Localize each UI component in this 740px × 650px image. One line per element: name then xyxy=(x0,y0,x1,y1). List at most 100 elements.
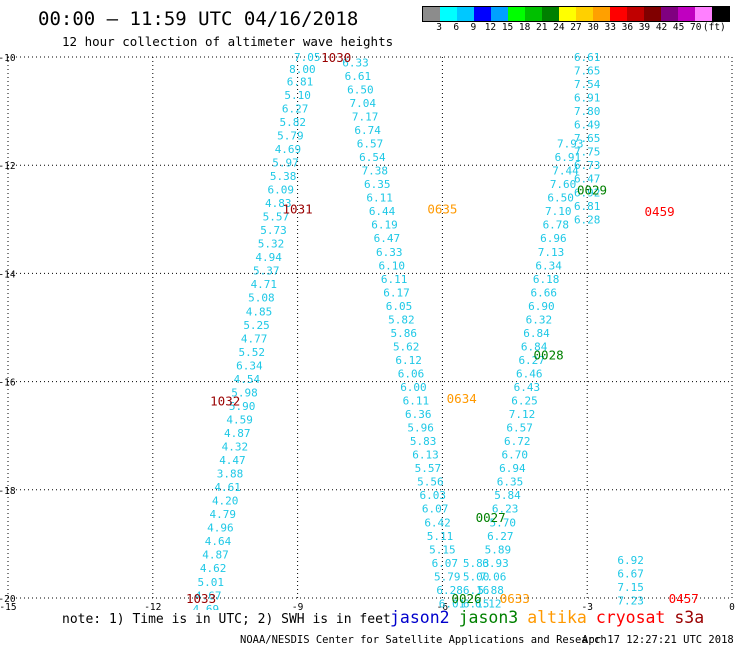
wave-height-value: 6.00 xyxy=(400,381,427,394)
pass-time-marker: 0459 xyxy=(645,204,675,219)
wave-height-value: 6.61 xyxy=(574,51,601,64)
colorbar-swatch xyxy=(576,7,593,21)
wave-height-value: 6.12 xyxy=(475,597,502,610)
legend-item-jason2: jason2 xyxy=(390,608,450,627)
wave-height-value: 4.87 xyxy=(224,427,251,440)
wave-height-value: 6.11 xyxy=(381,273,408,286)
y-tick-label: -16 xyxy=(0,378,16,389)
wave-height-value: 6.43 xyxy=(514,381,541,394)
wave-height-value: 5.08 xyxy=(248,292,275,305)
wave-height-value: 6.81 xyxy=(574,200,601,213)
wave-height-value: 6.42 xyxy=(424,516,451,529)
wave-height-value: 4.67 xyxy=(195,589,222,602)
wave-height-value: 6.92 xyxy=(574,186,601,199)
y-tick-label: -14 xyxy=(0,269,16,280)
wave-height-value: 6.91 xyxy=(574,92,601,105)
wave-height-value: 4.83 xyxy=(265,197,292,210)
wave-height-value: 5.32 xyxy=(258,238,285,251)
wave-height-value: 7.93 xyxy=(557,138,584,151)
wave-height-value: 5.84 xyxy=(494,489,521,502)
colorbar-tick: 45 xyxy=(672,22,685,33)
pass-time-marker: 0457 xyxy=(669,591,699,606)
wave-height-value: 6.47 xyxy=(574,173,601,186)
colorbar-tick: 15 xyxy=(501,22,514,33)
y-tick-label: -12 xyxy=(0,161,16,172)
y-tick-label: -18 xyxy=(0,486,16,497)
map-title: 00:00 – 11:59 UTC 04/16/2018 xyxy=(38,8,359,30)
wave-height-value: 7.65 xyxy=(574,132,601,145)
colorbar-tick: 6 xyxy=(453,22,460,33)
wave-height-value: 6.27 xyxy=(518,354,545,367)
wave-height-value: 4.85 xyxy=(246,305,273,318)
wave-height-value: 4.77 xyxy=(241,332,268,345)
wave-height-value: 7.75 xyxy=(574,146,601,159)
colorbar-swatch xyxy=(542,7,559,21)
wave-height-value: 6.67 xyxy=(617,568,644,581)
wave-height-value: 6.34 xyxy=(535,259,562,272)
wave-height-value: 6.54 xyxy=(359,151,386,164)
wave-height-value: 7.80 xyxy=(574,105,601,118)
wave-height-value: 6.84 xyxy=(523,327,550,340)
wave-height-value: 5.56 xyxy=(417,476,444,489)
wave-height-value: 6.15 xyxy=(463,597,490,610)
pass-time-marker: 1031 xyxy=(283,201,313,216)
wave-height-value: 5.00 xyxy=(463,570,490,583)
wave-height-value: 7.38 xyxy=(362,165,389,178)
wave-height-value: 6.09 xyxy=(267,184,294,197)
wave-height-value: 6.11 xyxy=(403,395,430,408)
wave-height-value: 6.18 xyxy=(533,273,560,286)
wave-height-value: 5.57 xyxy=(263,211,290,224)
wave-height-value: 7.13 xyxy=(538,246,565,259)
wave-height-value: 6.49 xyxy=(574,119,601,132)
colorbar-swatch xyxy=(695,7,712,21)
colorbar-swatch xyxy=(440,7,457,21)
pass-time-marker: 1032 xyxy=(210,394,240,409)
colorbar-tick: 9 xyxy=(470,22,477,33)
wave-height-value: 5.96 xyxy=(407,422,434,435)
wave-height-value: 5.86 xyxy=(391,327,418,340)
wave-height-value: 6.27 xyxy=(487,530,514,543)
colorbar-swatch xyxy=(593,7,610,21)
wave-height-value: 6.73 xyxy=(574,159,601,172)
wave-height-value: 6.28 xyxy=(436,584,463,597)
wave-height-value: 6.50 xyxy=(547,192,574,205)
wave-height-value: 4.59 xyxy=(226,413,253,426)
wave-height-value: 6.32 xyxy=(526,313,553,326)
wave-height-value: 7.05 xyxy=(294,51,321,64)
wave-height-value: 5.79 xyxy=(434,570,461,583)
wave-height-value: 5.83 xyxy=(410,435,437,448)
wave-height-value: 4.54 xyxy=(234,373,261,386)
legend-item-cryosat: cryosat xyxy=(595,608,666,627)
y-tick-label: -20 xyxy=(0,594,16,605)
wave-height-value: 6.96 xyxy=(540,232,567,245)
wave-height-value: 6.06 xyxy=(398,367,425,380)
wave-height-value: 7.44 xyxy=(552,165,579,178)
wave-height-value: 5.79 xyxy=(277,129,304,142)
x-tick-label: -15 xyxy=(0,602,17,610)
altimeter-track-plot: -15 -12 -9 -6 -3 0-10-12-14-16-18-207.058.006… xyxy=(0,50,735,610)
wave-height-value: 6.66 xyxy=(531,286,558,299)
wave-height-value: 4.96 xyxy=(207,522,234,535)
colorbar-swatch xyxy=(712,7,729,21)
wave-height-value: 6.35 xyxy=(497,476,524,489)
colorbar-swatch xyxy=(678,7,695,21)
colorbar-swatch xyxy=(423,7,440,21)
wave-height-value: 6.81 xyxy=(287,75,314,88)
wave-height-value: 6.16 xyxy=(463,584,490,597)
x-tick-label: -3 xyxy=(581,602,592,610)
wave-height-value: 6.19 xyxy=(371,219,398,232)
wave-height-value: 5.83 xyxy=(463,557,490,570)
colorbar-swatch xyxy=(627,7,644,21)
colorbar-tick: 24 xyxy=(553,22,565,33)
wave-height-value: 4.47 xyxy=(219,454,246,467)
pass-time-marker: 0026 xyxy=(451,591,481,606)
wave-height-value: 5.97 xyxy=(272,156,299,169)
colorbar-swatch xyxy=(457,7,474,21)
pass-time-marker: 1030 xyxy=(321,50,351,65)
wave-height-value: 6.46 xyxy=(516,367,543,380)
wave-height-value: 4.61 xyxy=(214,481,241,494)
wave-height-value: 7.06 xyxy=(480,570,507,583)
wave-height-value: 6.57 xyxy=(357,138,384,151)
colorbar-tick: 33 xyxy=(604,22,616,33)
wave-height-value: 6.92 xyxy=(617,554,644,567)
